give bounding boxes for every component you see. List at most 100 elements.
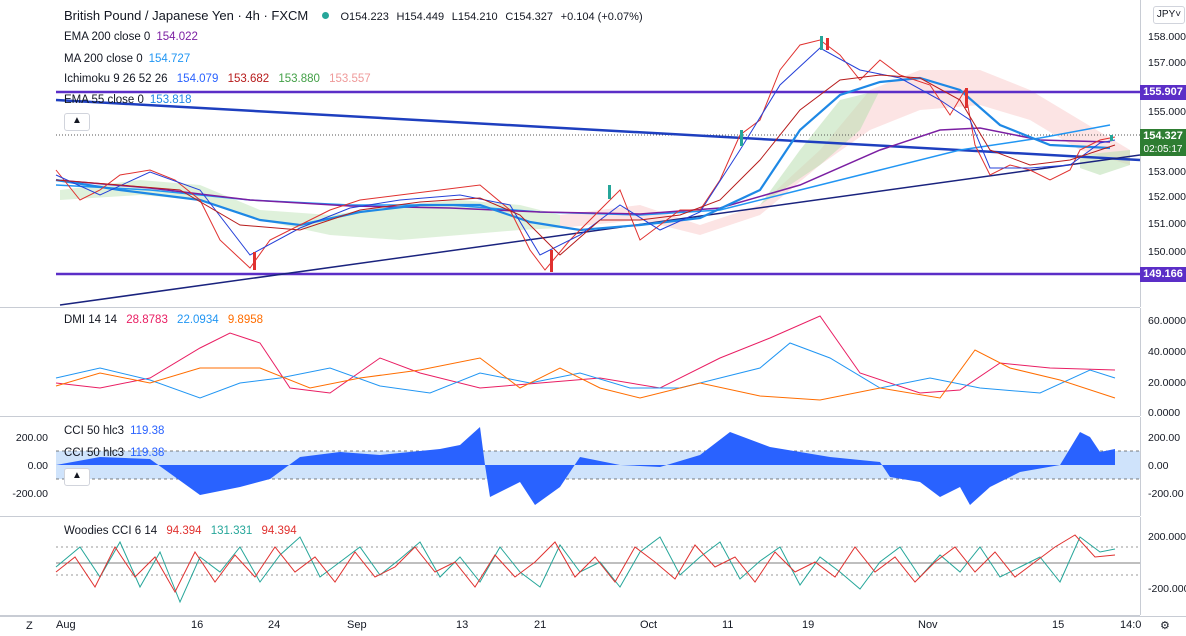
cci-pane[interactable]: CCI 50 hlc3 119.38 CCI 50 hlc3 119.38 ▲ <box>0 417 1140 517</box>
legend-cci-value: 119.38 <box>130 425 165 437</box>
dmi-pane[interactable]: DMI 14 14 28.8783 22.0934 9.8958 <box>0 308 1140 417</box>
time-label: 21 <box>534 619 547 631</box>
cci-tick: -200.00 <box>1148 488 1184 500</box>
candles <box>253 36 1113 272</box>
legend-dmi-v3: 9.8958 <box>227 314 264 326</box>
time-label: 11 <box>722 619 734 631</box>
time-label: 14:0 <box>1120 619 1142 631</box>
cci-left-tick: -200.00 <box>12 488 48 500</box>
legend-cci-duplicate[interactable]: CCI 50 hlc3 119.38 <box>64 447 164 459</box>
dmi-scale[interactable] <box>1140 308 1186 416</box>
ohlc-open: O154.223 <box>340 11 389 23</box>
price-pane[interactable]: British Pound / Japanese Yen · 4h · FXCM… <box>0 0 1140 308</box>
kijun-line <box>55 74 1116 256</box>
legend-ma200-value: 154.727 <box>148 53 191 65</box>
legend-ma200[interactable]: MA 200 close 0 154.727 <box>64 53 190 65</box>
bar-countdown: 02:05:17 <box>1140 143 1186 156</box>
legend-ema55-value: 153.818 <box>149 94 192 106</box>
symbol-title[interactable]: British Pound / Japanese Yen · 4h · FXCM <box>64 8 309 23</box>
legend-ema200-label: EMA 200 close 0 <box>64 31 151 43</box>
legend-ema55[interactable]: EMA 55 close 0 153.818 <box>64 94 191 106</box>
legend-cci[interactable]: CCI 50 hlc3 119.38 <box>64 425 164 437</box>
price-chart-canvas[interactable] <box>0 0 1140 307</box>
live-dot-icon <box>321 12 329 19</box>
chevron-down-icon: ˅ <box>1175 9 1182 20</box>
time-label: Nov <box>918 619 938 631</box>
time-label: 15 <box>1052 619 1065 631</box>
time-axis[interactable] <box>0 616 1186 636</box>
legend-cci-label-2: CCI 50 hlc3 <box>64 447 125 459</box>
legend-woodies-label: Woodies CCI 6 14 <box>64 525 158 537</box>
legend-dmi-label: DMI 14 14 <box>64 314 118 326</box>
dmi-plus-line <box>55 315 1116 394</box>
legend-dmi[interactable]: DMI 14 14 28.8783 22.0934 9.8958 <box>64 314 263 326</box>
legend-woodies[interactable]: Woodies CCI 6 14 94.394 131.331 94.394 <box>64 525 297 537</box>
legend-cci-value-2: 119.38 <box>130 447 165 459</box>
current-price-tag[interactable]: 154.327 <box>1140 129 1186 144</box>
legend-ichimoku-v2: 153.682 <box>227 73 270 85</box>
symbol-header[interactable]: British Pound / Japanese Yen · 4h · FXCM… <box>64 8 643 23</box>
woodies-chart-canvas[interactable] <box>0 517 1140 615</box>
legend-ema200[interactable]: EMA 200 close 0 154.022 <box>64 31 198 43</box>
ema55-line <box>55 76 1111 232</box>
legend-dmi-v1: 28.8783 <box>126 314 168 326</box>
woodies-tick: -200.000 <box>1148 583 1186 595</box>
price-tick: 155.000 <box>1148 106 1186 118</box>
chevron-up-icon: ▲ <box>72 470 82 481</box>
currency-label: JPY <box>1156 9 1176 20</box>
ohlc-close: C154.327 <box>505 11 554 23</box>
ohlc-high: H154.449 <box>396 11 445 23</box>
support-price-tag[interactable]: 149.166 <box>1140 267 1186 282</box>
settings-gear-icon[interactable]: ⚙ <box>1160 620 1170 632</box>
price-line <box>55 39 1116 271</box>
price-tick: 153.000 <box>1148 166 1186 178</box>
legend-ichimoku-v4: 153.557 <box>329 73 371 85</box>
dmi-tick: 60.0000 <box>1148 315 1186 327</box>
price-tick: 157.000 <box>1148 57 1186 69</box>
time-label: 16 <box>191 619 204 631</box>
legend-ichimoku[interactable]: Ichimoku 9 26 52 26 154.079 153.682 153.… <box>64 73 371 85</box>
time-label: 19 <box>802 619 815 631</box>
legend-woodies-v1: 94.394 <box>166 525 202 537</box>
legend-woodies-v3: 94.394 <box>261 525 297 537</box>
cci-scale[interactable] <box>1140 417 1186 516</box>
cci-histogram <box>56 427 1115 505</box>
time-label: 24 <box>268 619 281 631</box>
ohlc-low: L154.210 <box>451 11 498 23</box>
currency-select[interactable]: JPY˅ <box>1153 6 1185 24</box>
cci-chart-canvas[interactable] <box>0 417 1140 516</box>
cci-left-tick: 200.00 <box>15 432 48 444</box>
woodies-scale[interactable] <box>1140 517 1186 615</box>
collapse-cci-button[interactable]: ▲ <box>64 468 90 486</box>
time-label: 13 <box>456 619 469 631</box>
dmi-chart-canvas[interactable] <box>0 308 1140 416</box>
tenkan-line <box>55 47 1116 256</box>
ichimoku-cloud-green <box>60 180 560 240</box>
legend-ichimoku-label: Ichimoku 9 26 52 26 <box>64 73 168 85</box>
collapse-legend-button[interactable]: ▲ <box>64 113 90 131</box>
ohlc-change: +0.104 (+0.07%) <box>560 11 643 23</box>
descending-trendline <box>55 98 1140 162</box>
resistance-price-tag[interactable]: 155.907 <box>1140 85 1186 100</box>
time-label: Oct <box>640 619 658 631</box>
price-tick: 152.000 <box>1148 191 1186 203</box>
legend-ichimoku-v3: 153.880 <box>278 73 320 85</box>
legend-dmi-v2: 22.0934 <box>177 314 219 326</box>
dmi-tick: 0.0000 <box>1148 407 1181 419</box>
cci-tick: 200.00 <box>1148 432 1181 444</box>
ascending-trendline <box>59 154 1140 306</box>
legend-ma200-label: MA 200 close 0 <box>64 53 143 65</box>
woodies-turbo-line <box>55 534 1116 594</box>
ichimoku-cloud-red <box>560 70 1130 235</box>
cci-tick: 0.00 <box>1148 460 1169 472</box>
woodies-pane[interactable]: Woodies CCI 6 14 94.394 131.331 94.394 <box>0 517 1140 616</box>
legend-ema55-label: EMA 55 close 0 <box>64 94 144 106</box>
time-label: Aug <box>56 619 76 631</box>
legend-woodies-v2: 131.331 <box>210 525 253 537</box>
price-tick: 151.000 <box>1148 218 1186 230</box>
chevron-up-icon: ▲ <box>72 115 82 126</box>
adx-line <box>55 349 1116 401</box>
time-label: Sep <box>347 619 367 631</box>
timezone-icon[interactable]: Z <box>26 620 33 632</box>
woodies-tick: 200.000 <box>1148 531 1186 543</box>
